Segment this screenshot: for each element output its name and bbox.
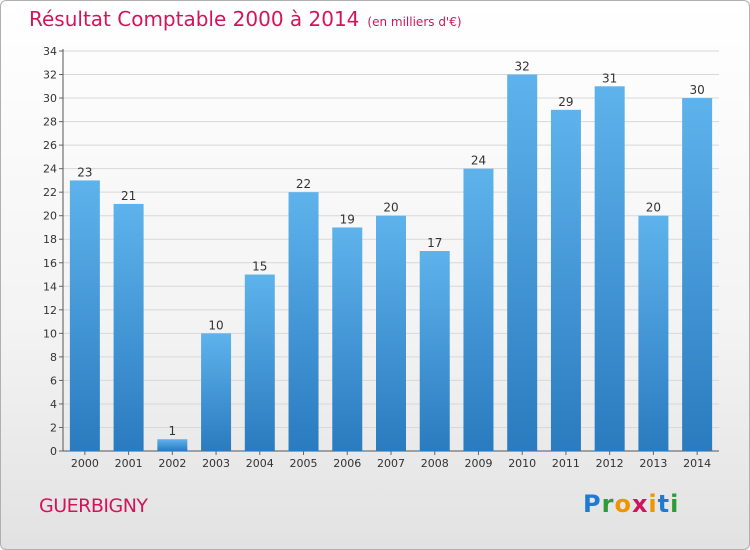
proxiti-logo: Proxiti	[583, 490, 680, 518]
bar	[69, 180, 100, 452]
data-label: 31	[602, 71, 617, 85]
y-tick-label: 34	[43, 45, 57, 58]
x-tick-label: 2014	[683, 457, 711, 470]
y-tick-label: 4	[50, 398, 57, 411]
y-tick-label: 6	[50, 374, 57, 387]
y-tick-label: 20	[43, 210, 57, 223]
bar	[682, 98, 713, 451]
chart-title-text: Résultat Comptable 2000 à 2014	[29, 7, 360, 31]
commune-name: GUERBIGNY	[39, 495, 148, 517]
x-tick-label: 2003	[202, 457, 230, 470]
bar	[288, 192, 319, 452]
x-tick-label: 2012	[596, 457, 624, 470]
bar	[638, 215, 669, 451]
y-tick-label: 0	[50, 445, 57, 458]
y-tick-label: 8	[50, 351, 57, 364]
data-label: 22	[296, 177, 311, 191]
x-tick-label: 2009	[464, 457, 492, 470]
x-tick-label: 2000	[71, 457, 99, 470]
bar	[332, 227, 363, 451]
y-tick-label: 30	[43, 92, 57, 105]
x-tick-label: 2013	[639, 457, 667, 470]
data-label: 32	[515, 60, 530, 74]
x-tick-label: 2006	[333, 457, 361, 470]
bar	[463, 168, 494, 451]
x-tick-label: 2002	[158, 457, 186, 470]
data-label: 29	[558, 95, 573, 109]
data-label: 20	[383, 201, 398, 215]
data-label: 24	[471, 154, 486, 168]
x-tick-label: 2005	[290, 457, 318, 470]
chart-unit: (en milliers d'€)	[367, 15, 462, 29]
bar	[201, 333, 232, 451]
data-label: 23	[77, 165, 92, 179]
data-label: 1	[169, 424, 177, 438]
data-label: 15	[252, 260, 267, 274]
y-tick-label: 10	[43, 327, 57, 340]
bar	[507, 74, 538, 451]
bar	[550, 109, 581, 451]
data-label: 10	[208, 318, 223, 332]
x-tick-label: 2001	[115, 457, 143, 470]
y-tick-label: 32	[43, 69, 57, 82]
bar	[594, 86, 625, 451]
y-tick-label: 16	[43, 257, 57, 270]
y-tick-label: 2	[50, 421, 57, 434]
bar	[113, 203, 144, 451]
x-tick-label: 2011	[552, 457, 580, 470]
data-label: 19	[340, 212, 355, 226]
y-tick-label: 12	[43, 304, 57, 317]
y-tick-label: 14	[43, 280, 57, 293]
data-label: 17	[427, 236, 442, 250]
bar	[244, 274, 275, 451]
y-tick-label: 18	[43, 233, 57, 246]
bar	[419, 251, 450, 451]
x-tick-label: 2010	[508, 457, 536, 470]
bar	[157, 439, 188, 451]
y-tick-label: 24	[43, 163, 57, 176]
bar	[376, 215, 406, 451]
y-tick-label: 26	[43, 139, 57, 152]
chart-title: Résultat Comptable 2000 à 2014 (en millie…	[29, 7, 462, 31]
data-label: 21	[121, 189, 136, 203]
y-tick-label: 28	[43, 116, 57, 129]
x-tick-label: 2004	[246, 457, 274, 470]
y-tick-label: 22	[43, 186, 57, 199]
x-tick-label: 2007	[377, 457, 405, 470]
data-label: 20	[646, 201, 661, 215]
data-label: 30	[689, 83, 704, 97]
x-tick-label: 2008	[421, 457, 449, 470]
